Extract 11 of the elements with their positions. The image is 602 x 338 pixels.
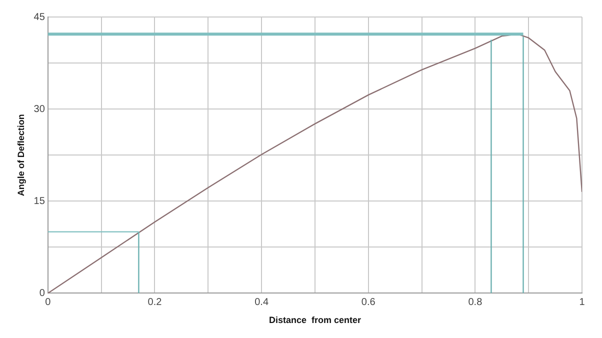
y-tick-label: 45 (34, 12, 46, 23)
x-tick-label: 0.2 (148, 296, 162, 308)
y-tick-label: 30 (34, 104, 46, 115)
x-axis-title: Distance from center (268, 315, 362, 326)
x-tick-label: 0.6 (361, 296, 376, 308)
x-tick-label: 1 (579, 296, 586, 308)
y-tick-label: 15 (34, 196, 46, 207)
x-tick-label: 0.4 (254, 296, 269, 308)
y-axis-title: Angle of Deflection (16, 114, 26, 196)
y-tick-label: 0 (39, 288, 46, 299)
x-tick-label: 0.8 (468, 296, 483, 308)
